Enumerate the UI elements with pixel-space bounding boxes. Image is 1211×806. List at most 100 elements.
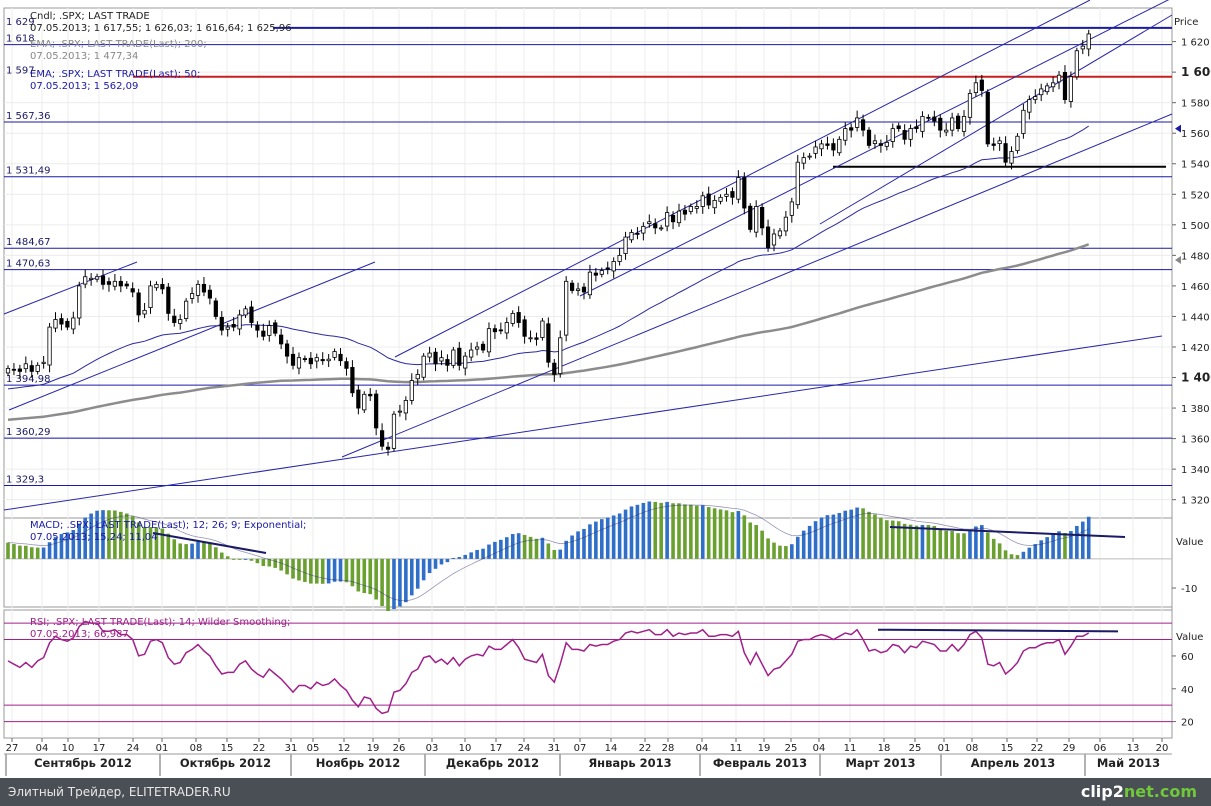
- candle-body: [433, 351, 438, 365]
- macd-bar: [214, 547, 218, 559]
- ema50-header: EMA; .SPX; LAST TRADE(Last); 50;: [30, 69, 200, 80]
- candle-body: [427, 352, 432, 358]
- x-tick-label: 08: [966, 743, 979, 754]
- x-tick-label: 22: [253, 743, 266, 754]
- candle-body: [267, 325, 272, 336]
- clip2net-logo[interactable]: clip2net.com: [1081, 782, 1197, 801]
- candle-body: [106, 281, 112, 285]
- macd-bar: [653, 501, 658, 559]
- candle-body: [385, 446, 391, 450]
- candle-body: [504, 322, 509, 334]
- candle-body: [510, 312, 515, 324]
- macd-bar: [231, 558, 236, 560]
- candle-body: [884, 141, 889, 147]
- macd-bar: [594, 521, 598, 559]
- macd-bar: [718, 509, 723, 559]
- candle-body: [676, 210, 682, 224]
- candle-body: [249, 306, 254, 323]
- x-tick-label: 04: [696, 743, 709, 754]
- x-tick-label: 27: [6, 743, 19, 754]
- macd-bar: [736, 511, 741, 559]
- y-tick-label: 1 540: [1181, 160, 1210, 171]
- candle-body: [391, 413, 397, 449]
- candle-body: [748, 205, 753, 230]
- macd-bar: [754, 525, 758, 559]
- candle-body: [950, 117, 955, 131]
- candle-body: [831, 143, 836, 151]
- macd-bar: [647, 501, 652, 559]
- candle-body: [700, 195, 705, 207]
- candle-body: [617, 254, 622, 262]
- y-tick-label: 1 600: [1181, 65, 1211, 79]
- macd-tick-label: -10: [1181, 584, 1197, 595]
- candle-body: [670, 214, 676, 223]
- candle-body: [261, 330, 266, 337]
- candle-body: [718, 196, 723, 202]
- macd-bar: [6, 542, 10, 559]
- macd-bar: [689, 504, 693, 559]
- macd-bar: [77, 523, 82, 559]
- candle-body: [813, 146, 818, 154]
- macd-bar: [671, 503, 675, 559]
- candle-body: [356, 389, 361, 409]
- macd-bar: [985, 532, 990, 559]
- macd-bar: [683, 504, 687, 559]
- macd-bar: [47, 542, 52, 559]
- macd-bar: [641, 502, 646, 559]
- candle-body: [659, 227, 664, 230]
- candle-body: [409, 380, 414, 401]
- candle-body: [362, 393, 367, 411]
- macd-bar: [582, 528, 586, 559]
- macd-bar: [332, 558, 337, 582]
- macd-bar: [113, 510, 117, 559]
- candle-body: [754, 206, 759, 233]
- x-tick-label: 04: [36, 743, 49, 754]
- trend-line: [3, 335, 1163, 511]
- footer-credit: Элитный Трейдер, ELITETRADER.RU: [8, 785, 231, 799]
- candle-body: [1056, 74, 1062, 83]
- rsi-trend-line: [877, 628, 1119, 633]
- x-tick-label: 17: [93, 743, 106, 754]
- candle-body: [789, 201, 794, 216]
- macd-bar: [243, 558, 248, 560]
- macd-bar: [700, 505, 705, 559]
- candle-body: [195, 283, 201, 296]
- candle-body: [997, 140, 1002, 144]
- macd-bar: [83, 517, 87, 559]
- candle-body: [575, 288, 581, 291]
- macd-bar: [932, 526, 937, 559]
- candle-body: [35, 364, 40, 372]
- macd-bar: [837, 513, 842, 559]
- macd-bar: [611, 515, 616, 559]
- candle-body: [593, 272, 598, 276]
- macd-bar: [368, 558, 373, 595]
- macd-bar: [130, 516, 135, 559]
- macd-bar: [1063, 532, 1067, 559]
- candle-body: [1086, 33, 1091, 50]
- month-label: Апрель 2013: [971, 756, 1056, 770]
- macd-trend-line: [889, 526, 1126, 538]
- macd-bar: [136, 522, 141, 559]
- candle-body: [546, 323, 551, 363]
- candle-body: [1027, 99, 1032, 113]
- macd-bar: [629, 506, 634, 559]
- candle-body: [344, 361, 349, 369]
- candle-body: [439, 357, 444, 362]
- macd-bar: [1015, 555, 1020, 559]
- macd-bar: [487, 544, 491, 559]
- macd-bar: [314, 558, 319, 584]
- macd-bar: [522, 534, 527, 559]
- macd-bar: [724, 510, 729, 559]
- y-tick-label: 1 520: [1181, 190, 1210, 201]
- macd-bar: [1057, 531, 1061, 559]
- macd-bar: [95, 510, 99, 559]
- candle-body: [860, 119, 866, 131]
- y-tick-label: 1 480: [1181, 251, 1210, 262]
- macd-bar: [807, 525, 812, 559]
- candle-body: [338, 353, 343, 362]
- macd-bar: [398, 558, 402, 607]
- macd-bar: [273, 558, 278, 568]
- logo-tail: net.com: [1123, 782, 1197, 801]
- candle-body: [326, 358, 331, 362]
- macd-bar: [546, 543, 551, 559]
